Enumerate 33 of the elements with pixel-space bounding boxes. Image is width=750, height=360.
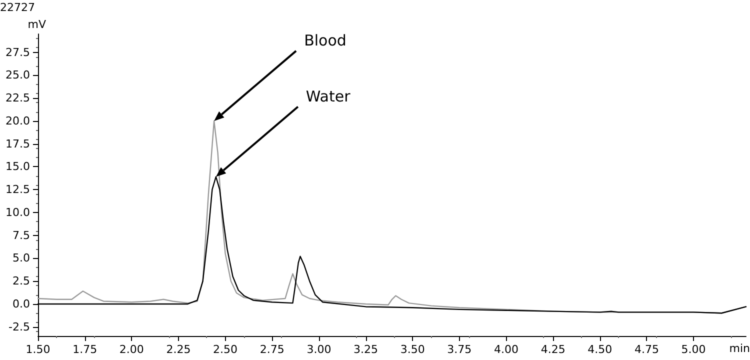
x-tick-label: 3.25 [354,343,378,356]
y-tick-label: 5.0 [12,252,30,265]
y-tick-label: 25.0 [6,68,30,82]
y-tick-label: 0.0 [12,297,30,310]
y-tick-label: 15.0 [6,160,30,174]
annotation: Blood [304,31,346,50]
y-tick-label: 20.0 [6,114,30,128]
x-tick-label: 3.00 [306,343,332,356]
y-axis-title: mV [28,18,46,31]
x-tick-label: 5.00 [681,343,706,356]
x-tick-label: 2.00 [119,343,144,356]
x-tick-label: 2.75 [260,343,284,356]
y-tick-label: -2.5 [8,320,30,334]
y-tick-label: 12.5 [6,183,30,196]
x-tick-label: 3.50 [400,343,425,356]
x-tick-label: 4.50 [588,343,612,356]
x-tick-label: 1.50 [26,343,50,356]
y-tick-label: 22.5 [6,92,30,105]
y-tick-label: 27.5 [6,46,30,59]
y-tick-label: 10.0 [6,206,30,219]
x-tick-label: 1.75 [72,343,98,356]
x-tick-label: 4.00 [494,343,519,356]
y-tick-label: 17.5 [6,137,30,150]
x-tick-label: 3.75 [447,343,472,356]
x-tick-label: 4.75 [634,343,659,356]
text: 22727 [0,1,35,14]
x-tick-label: 4.25 [540,343,566,356]
x-tick-label: 2.25 [166,343,191,356]
x-axis-title: min [729,342,750,355]
x-tick-label: 2.50 [213,343,238,356]
y-tick-label: 2.5 [12,274,30,288]
y-tick-label: 7.5 [12,228,30,242]
annotation: Water [306,87,352,106]
